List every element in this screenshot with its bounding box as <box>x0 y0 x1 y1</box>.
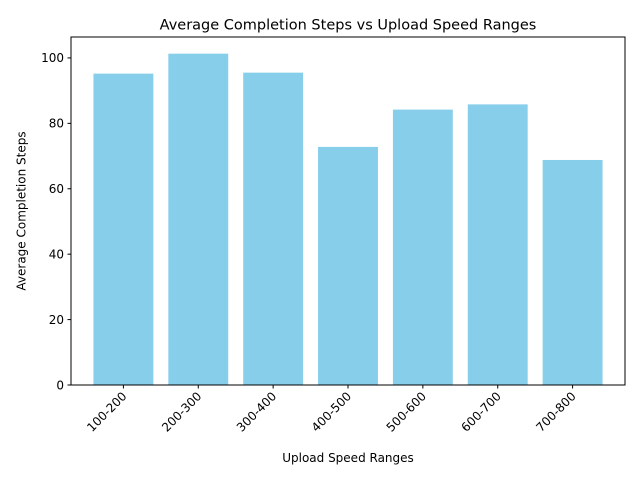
x-tick-label: 400-500 <box>309 389 354 434</box>
x-tick-label: 200-300 <box>159 389 204 434</box>
y-axis-ticks: 0 20 40 60 80 100 <box>41 51 71 392</box>
bar-300-400 <box>243 72 304 385</box>
y-tick-label: 40 <box>49 247 64 261</box>
y-tick-label: 80 <box>49 117 64 131</box>
x-axis-ticks: 100-200 200-300 300-400 400-500 500-600 600-7… <box>84 385 579 435</box>
y-tick-label: 0 <box>56 378 64 392</box>
chart-title: Average Completion Steps vs Upload Speed… <box>160 18 537 34</box>
x-tick-label: 300-400 <box>234 389 279 434</box>
y-tick-label: 100 <box>41 51 64 65</box>
bars-group <box>93 53 603 386</box>
plot-frame <box>70 36 626 386</box>
x-tick-label: 700-800 <box>533 389 578 434</box>
y-tick-label: 20 <box>49 313 64 327</box>
x-tick-label: 100-200 <box>84 389 129 434</box>
bar-400-500 <box>318 146 378 385</box>
x-axis-label: Upload Speed Ranges <box>282 451 414 465</box>
bar-200-300 <box>168 53 229 385</box>
bar-500-600 <box>392 109 453 386</box>
y-tick-label: 60 <box>49 182 64 196</box>
x-tick-label: 500-600 <box>384 389 429 434</box>
x-tick-label: 600-700 <box>458 389 503 434</box>
y-axis-label: Average Completion Steps <box>15 131 29 290</box>
bar-600-700 <box>467 104 528 385</box>
bar-100-200 <box>93 73 154 385</box>
bar-700-800 <box>542 159 603 385</box>
